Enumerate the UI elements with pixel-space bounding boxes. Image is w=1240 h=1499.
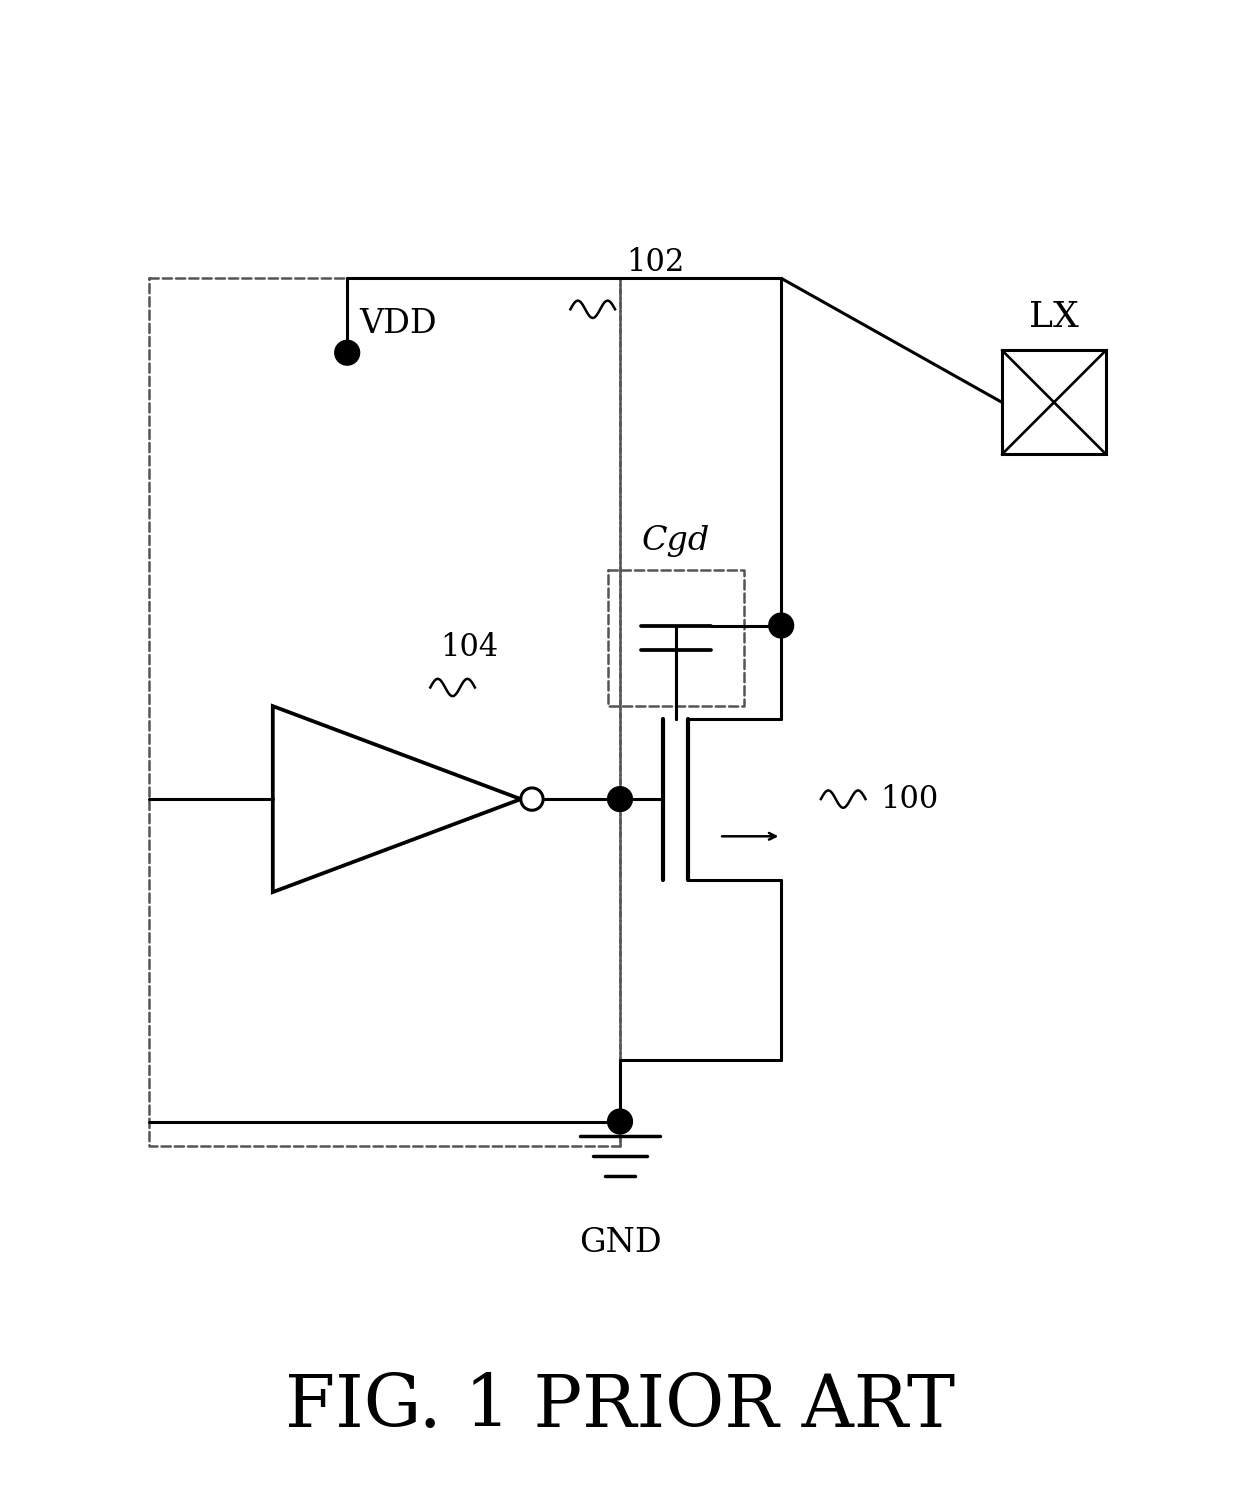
- Circle shape: [521, 788, 543, 811]
- Text: GND: GND: [579, 1226, 661, 1259]
- Circle shape: [608, 1109, 632, 1133]
- Bar: [1002, 351, 1106, 454]
- Text: 100: 100: [880, 784, 939, 814]
- Text: VDD: VDD: [360, 309, 438, 340]
- Text: Cgd: Cgd: [641, 525, 711, 558]
- Circle shape: [335, 340, 360, 366]
- Text: FIG. 1 PRIOR ART: FIG. 1 PRIOR ART: [285, 1372, 955, 1442]
- Text: 102: 102: [626, 247, 684, 279]
- Circle shape: [608, 787, 632, 811]
- Text: 104: 104: [440, 631, 498, 663]
- Circle shape: [769, 613, 794, 639]
- Text: LX: LX: [1029, 300, 1079, 334]
